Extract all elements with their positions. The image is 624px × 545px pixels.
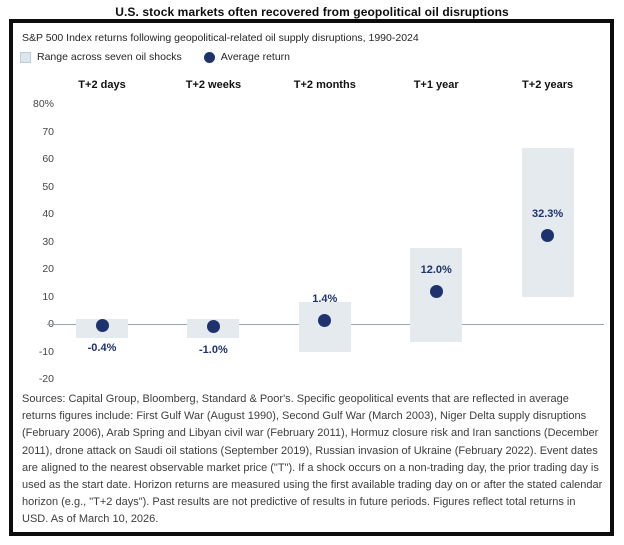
average-dot: [95, 318, 109, 332]
value-label: 1.4%: [312, 293, 338, 306]
y-tick-label: 20: [42, 263, 54, 275]
column-header: T+2 days: [78, 79, 126, 91]
value-label: 32.3%: [531, 208, 564, 221]
legend: Range across seven oil shocks Average re…: [20, 51, 290, 63]
average-dot: [429, 284, 443, 298]
average-dot-icon: [203, 51, 215, 63]
y-tick-label: 40: [42, 208, 54, 220]
average-dot: [206, 320, 220, 334]
y-tick-label: 80%: [32, 98, 54, 110]
legend-average-label: Average return: [220, 51, 291, 63]
chart-frame: S&P 500 Index returns following geopolit…: [9, 19, 614, 536]
y-tick-label: -10: [38, 345, 54, 358]
column-header: T+2 years: [522, 79, 574, 91]
value-label: 12.0%: [420, 264, 452, 276]
chart-subtitle: S&P 500 Index returns following geopolit…: [22, 32, 419, 44]
y-tick-label: 60: [42, 153, 54, 165]
range-swatch-icon: [20, 51, 31, 63]
plot-area: 80%706050403020100-10-20T+2 days-0.4%T+2…: [13, 23, 610, 532]
y-tick-label: -20: [38, 373, 54, 385]
average-dot: [318, 313, 332, 327]
value-label: -1.0%: [199, 343, 228, 356]
column-header: T+1 year: [413, 79, 459, 91]
value-label: -0.4%: [87, 342, 117, 355]
column-header: T+2 months: [293, 79, 356, 91]
legend-range-label: Range across seven oil shocks: [37, 51, 182, 63]
average-dot: [541, 228, 555, 242]
y-tick-label: 10: [42, 290, 54, 303]
column-header: T+2 weeks: [185, 79, 242, 91]
y-tick-label: 30: [42, 235, 54, 248]
chart-title: U.S. stock markets often recovered from …: [115, 5, 509, 19]
y-tick-label: 70: [42, 125, 54, 138]
range-bar: [298, 302, 351, 352]
source-note: Sources: Capital Group, Bloomberg, Stand…: [22, 393, 603, 526]
range-bar: [521, 148, 574, 297]
y-tick-label: 50: [42, 180, 54, 193]
